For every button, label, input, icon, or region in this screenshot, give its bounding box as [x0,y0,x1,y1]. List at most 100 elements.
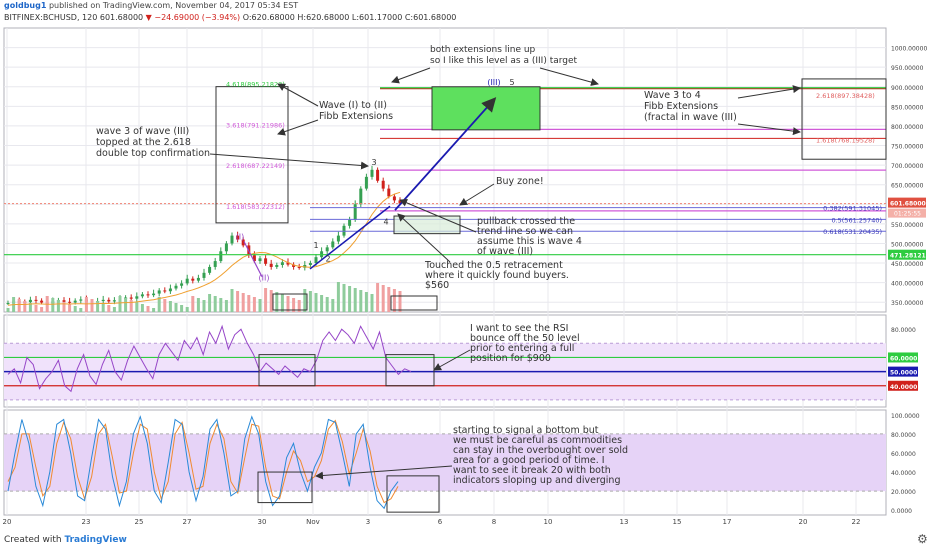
wave-label: 1 [313,241,318,250]
volume-bar [331,299,335,312]
x-tick-label: 13 [620,518,629,526]
wave-5-projection-arrow [394,97,497,211]
volume-bar [28,303,32,312]
rsi-level-tag [888,352,918,363]
volume-bar [308,291,312,312]
fib-right-label: 1.618(768.19528) [816,136,875,144]
volume-bar [152,308,156,312]
candle-body [303,264,307,268]
candle-body [236,235,240,240]
candle-body [376,169,380,181]
x-tick-label: 25 [135,518,144,526]
volume-bar [79,308,83,312]
candle-body [191,278,195,281]
y-tick-label: 550.00000 [891,222,924,229]
x-tick-label: 23 [82,518,91,526]
volume-bar [168,301,172,312]
rsi-note: prior to entering a full [470,343,574,354]
stoch-box [386,475,440,513]
symbol-interval[interactable]: BITFINEX:BCHUSD, 120 [4,13,98,22]
retracement-note: $560 [425,280,449,291]
rsi-level-tag [888,366,918,377]
fib-left-label: 4.618(895.21823) [226,81,285,89]
stoch-tick-label: 80.0000 [891,432,916,439]
wave-3-top-arrow [209,153,369,170]
candle-body [264,258,268,264]
candle-body [68,301,72,303]
candle-body [34,299,38,301]
x-tick-label: Nov [306,518,320,526]
candle-body [224,243,228,252]
publish-header: goldbug1 published on TradingView.com, N… [4,1,298,10]
candle-body [308,263,312,265]
y-tick-label: 650.00000 [891,183,924,190]
volume-bar [252,297,256,312]
created-with: Created with [4,535,62,545]
volume-bar [241,293,245,312]
gear-icon[interactable]: ⚙ [917,532,928,546]
candle-body [387,188,391,197]
stoch-k-line [7,415,399,510]
candle-body [213,261,217,267]
volume-bar [398,291,402,312]
wave-i-ii-note: Wave (I) to (II) [319,100,387,111]
candle-body [6,302,10,304]
buy-zone-box [393,215,461,235]
candle-body [163,290,167,292]
pullback-note: of wave (III) [477,246,533,257]
volume-bar [303,289,307,312]
x-tick-label: 22 [852,518,861,526]
candle-body [342,225,346,236]
candle-body [185,278,189,284]
volume-bar [196,298,200,312]
candle-body [196,277,200,281]
candle-body [135,296,139,299]
wave-3-top-note: topped at the 2.618 [96,137,191,148]
wave-3-top-note: double top confirmation [96,148,210,159]
candle-body [208,266,212,273]
volume-bar [180,305,184,312]
candle-body [258,258,262,262]
candle-body [219,251,223,262]
volume-bar [34,305,38,312]
candle-body [202,272,206,278]
stoch-note: can stay in the overbought over sold [453,445,628,456]
volume-bar [140,304,144,312]
volume-bar [118,296,122,312]
wave-i-ii-note: Fibb Extensions [319,111,393,122]
candle-body [230,235,234,244]
volume-bar [6,308,10,312]
stoch-note: want to see it break 20 with both [453,465,611,476]
candle-body [381,180,385,189]
rsi-arrow [433,349,471,371]
wave-label: (II) [259,274,270,283]
volume-bar [219,298,223,312]
publish-info: published on TradingView.com, November 0… [48,1,299,10]
rsi-tick-label: 80.0000 [891,327,916,334]
rsi-note: position for $900 [470,353,551,364]
author-link[interactable]: goldbug1 [4,1,47,10]
last-price: 601.68000 [99,13,144,22]
wave-3-4-note: Fibb Extensions [644,101,718,112]
tradingview-brand[interactable]: TradingView [64,535,127,545]
candle-body [280,262,284,265]
pullback-note: assume this is wave 4 [477,236,582,247]
fib-left-label: 2.618(687.22149) [226,162,285,170]
volume-bar [353,288,357,312]
stoch-tick-label: 40.0000 [891,470,916,477]
candle-body [101,299,105,302]
x-tick-label: 15 [673,518,682,526]
y-tick-label: 850.00000 [891,104,924,111]
candle-body [336,235,340,242]
y-tick-label: 450.00000 [891,261,924,268]
stoch-note: indicators sloping up and diverging [453,475,621,486]
volume-bar [73,306,77,312]
volume-bar [392,289,396,312]
candle-body [297,266,301,268]
wave-label: 5 [509,78,514,87]
symbol-header: BITFINEX:BCHUSD, 120 601.68000 ▼ −24.690… [4,13,456,22]
wave-label: 4 [383,218,388,227]
volume-bar [236,291,240,312]
candle-body [331,241,335,248]
